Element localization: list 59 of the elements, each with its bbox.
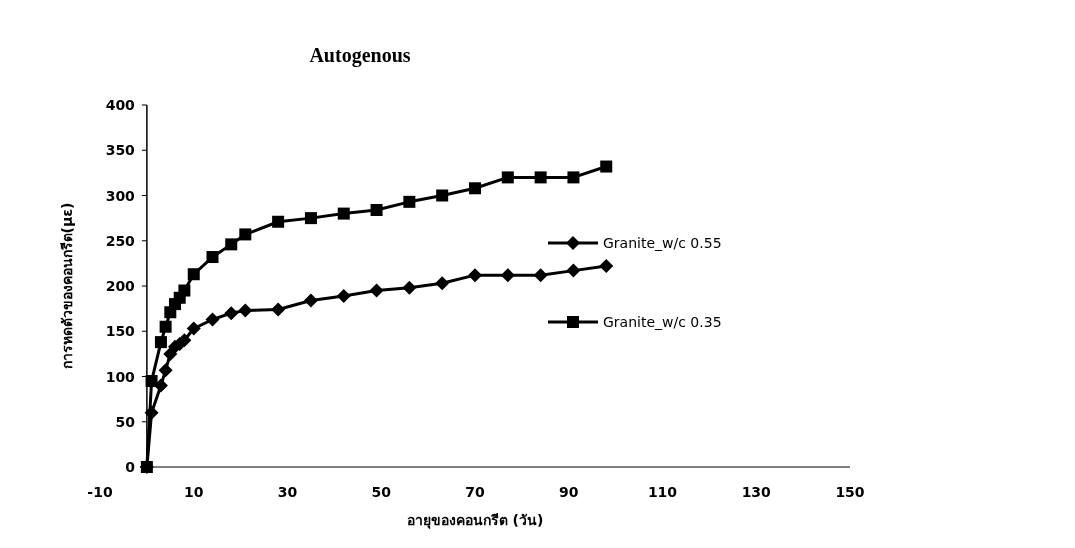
point: [369, 283, 384, 298]
point: [567, 171, 580, 184]
point: [436, 189, 449, 202]
point: [238, 303, 253, 318]
x-tick-label: 30: [277, 484, 298, 500]
point: [225, 238, 238, 251]
point: [239, 228, 252, 241]
point: [159, 320, 172, 333]
y-tick-label: 50: [115, 413, 136, 430]
y-tick-label: 200: [105, 278, 136, 294]
y-tick-label: 350: [105, 142, 136, 159]
point: [370, 203, 383, 216]
point: [186, 321, 201, 336]
point: [402, 280, 417, 295]
point: [304, 212, 317, 225]
point: [187, 268, 200, 281]
y-tick-label: 400: [105, 97, 136, 113]
point: [158, 363, 173, 378]
x-tick-label: 70: [465, 484, 485, 500]
chart-title: Autogenous: [309, 44, 411, 67]
y-tick-label: 150: [105, 323, 136, 340]
point: [272, 215, 285, 228]
y-tick-label: 250: [105, 232, 136, 249]
point: [500, 268, 515, 283]
point: [435, 276, 450, 291]
point: [205, 312, 220, 327]
x-tick-label: 90: [559, 484, 579, 500]
y-axis-title: การหดตัวของคอนกรีต(με): [59, 202, 75, 370]
point: [145, 375, 158, 388]
point: [600, 160, 613, 173]
point: [303, 293, 318, 308]
point: [599, 259, 614, 274]
point: [533, 268, 548, 283]
point: [534, 171, 547, 184]
point: [501, 171, 514, 184]
point: [337, 207, 350, 220]
x-tick-label: -10: [87, 484, 113, 500]
point: [271, 302, 286, 317]
x-tick-label: 50: [371, 484, 392, 500]
x-tick-label: 110: [647, 484, 678, 500]
y-tick-label: 300: [105, 187, 136, 204]
x-axis-title: อายุของคอนกรีต (วัน): [406, 512, 544, 529]
point: [403, 195, 416, 208]
y-tick-label: 100: [105, 368, 136, 385]
point: [154, 336, 167, 349]
legend-label: Granite_w/c 0.35: [603, 314, 722, 330]
x-tick-label: 150: [835, 484, 865, 500]
point: [206, 251, 219, 264]
point: [336, 288, 351, 303]
x-tick-label: 130: [741, 484, 772, 500]
point: [566, 263, 581, 278]
y-tick-label: 0: [125, 459, 136, 475]
point: [224, 306, 239, 321]
point: [469, 182, 481, 195]
legend-label: Granite_w/c 0.55: [603, 235, 722, 251]
point: [178, 284, 191, 297]
point: [140, 461, 153, 473]
x-tick-label: 10: [184, 484, 204, 500]
point: [468, 268, 482, 283]
